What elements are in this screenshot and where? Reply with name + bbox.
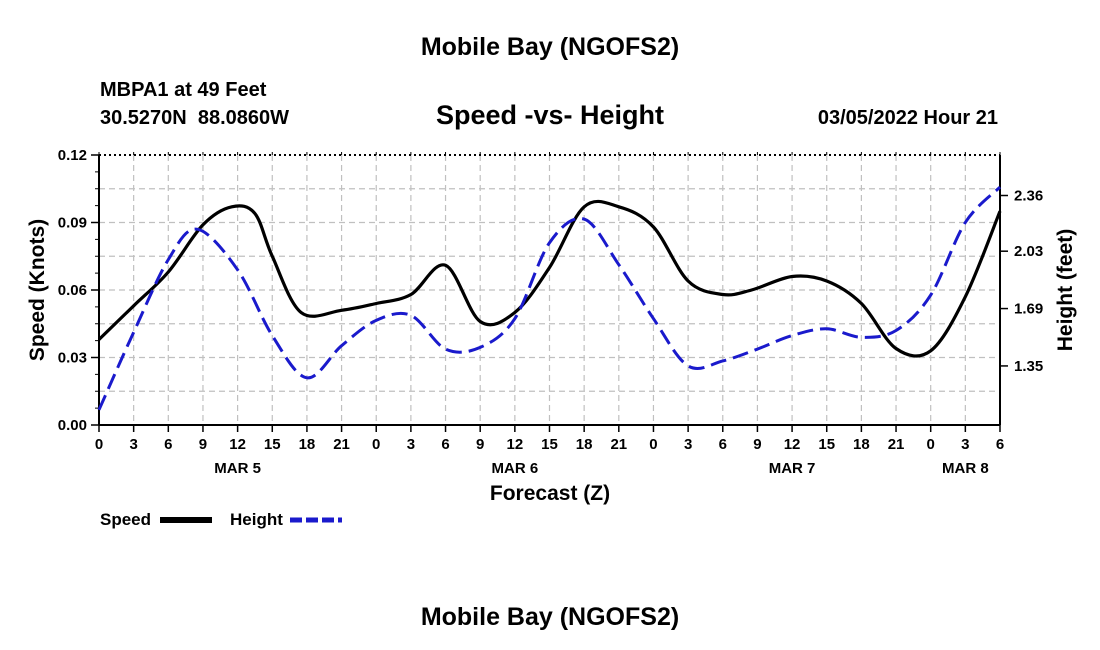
y-axis-right: 1.35 1.69 2.03 2.36 (1000, 188, 1043, 375)
y-tick-label: 0.00 (58, 417, 87, 434)
series-line-height (97, 186, 1002, 411)
x-tick-label: 21 (888, 436, 905, 453)
y2-tick-label: 1.35 (1014, 358, 1043, 375)
x-tick-label: 9 (753, 436, 761, 453)
x-tick-label: 18 (299, 436, 316, 453)
x-tick-label: 3 (684, 436, 692, 453)
x-tick-label: 6 (996, 436, 1004, 453)
station-coords: 30.5270N 88.0860W (100, 107, 289, 129)
x-tick-label: 0 (649, 436, 657, 453)
series-line-speed (97, 199, 1002, 358)
legend: Speed Height (100, 510, 342, 529)
x-tick-label: 15 (264, 436, 281, 453)
x-tick-label: 6 (164, 436, 172, 453)
y-tick-label: 0.03 (58, 350, 87, 367)
x-tick-label: 9 (199, 436, 207, 453)
x-axis-label: Forecast (Z) (490, 482, 610, 505)
y-tick-label: 0.12 (58, 147, 87, 164)
legend-label-speed: Speed (100, 510, 151, 529)
y-axis-label: Speed (Knots) (26, 219, 49, 361)
x-tick-label: 12 (229, 436, 246, 453)
date-label: MAR 7 (769, 460, 816, 477)
x-tick-label: 21 (610, 436, 627, 453)
x-tick-label: 9 (476, 436, 484, 453)
x-tick-label: 0 (95, 436, 103, 453)
y2-tick-label: 2.36 (1014, 188, 1043, 205)
x-tick-label: 12 (784, 436, 801, 453)
date-label: MAR 5 (214, 460, 261, 477)
forecast-datetime: 03/05/2022 Hour 21 (818, 107, 998, 129)
grid-lines (99, 155, 1000, 425)
x-axis: 0 3 6 9 12 15 18 21 0 3 6 9 12 15 18 21 0 3 6 9 12 15 18 21 0 3 6M… (95, 152, 1004, 477)
chart-title: Mobile Bay (NGOFS2) (421, 33, 679, 61)
x-tick-label: 0 (372, 436, 380, 453)
y2-tick-label: 2.03 (1014, 243, 1043, 260)
date-label: MAR 8 (942, 460, 989, 477)
y2-tick-label: 1.69 (1014, 301, 1043, 318)
x-tick-label: 6 (441, 436, 449, 453)
series-lines (97, 186, 1002, 411)
x-tick-label: 0 (927, 436, 935, 453)
footer-title: Mobile Bay (NGOFS2) (421, 603, 679, 631)
x-tick-label: 3 (961, 436, 969, 453)
station-label: MBPA1 at 49 Feet (100, 79, 267, 101)
x-tick-label: 18 (576, 436, 593, 453)
y-axis-left: 0.00 0.03 0.06 0.09 0.12 (58, 147, 99, 434)
y-tick-label: 0.06 (58, 282, 87, 299)
x-tick-label: 21 (333, 436, 350, 453)
x-tick-label: 3 (407, 436, 415, 453)
x-tick-label: 18 (853, 436, 870, 453)
x-tick-label: 3 (129, 436, 137, 453)
x-tick-label: 15 (818, 436, 835, 453)
x-tick-label: 12 (507, 436, 524, 453)
x-tick-label: 6 (719, 436, 727, 453)
y2-axis-label: Height (feet) (1054, 229, 1077, 352)
date-label: MAR 6 (492, 460, 539, 477)
legend-label-height: Height (230, 510, 283, 529)
y-tick-label: 0.09 (58, 215, 87, 232)
x-tick-label: 15 (541, 436, 558, 453)
chart-subtitle: Speed -vs- Height (436, 100, 664, 130)
